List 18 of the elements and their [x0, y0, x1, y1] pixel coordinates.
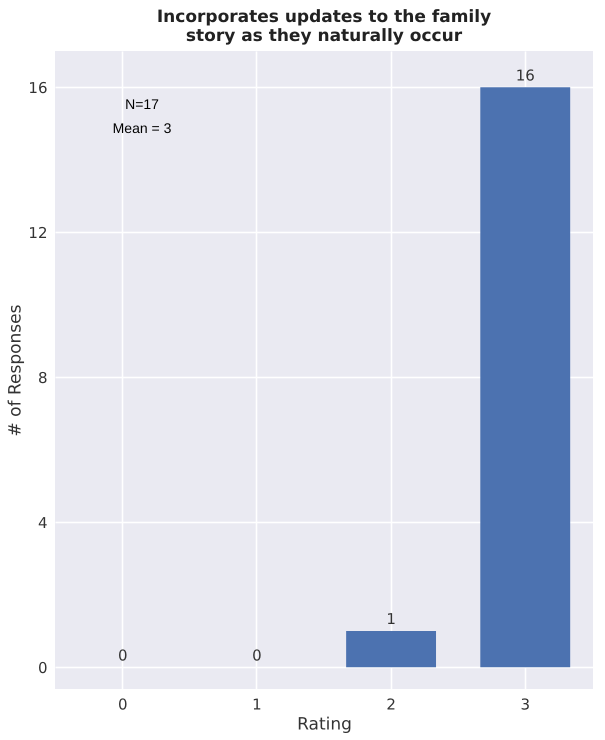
x-axis-title: Rating [297, 714, 352, 734]
x-tick-label: 1 [252, 696, 262, 714]
y-tick-label: 0 [38, 658, 48, 677]
data-label: 0 [252, 646, 262, 664]
y-tick-label: 16 [28, 78, 48, 97]
y-axis-title: # of Responses [5, 304, 26, 436]
data-label: 0 [118, 646, 128, 664]
chart-title: Incorporates updates to the family story as they naturally occur [156, 7, 492, 46]
x-tick-label: 2 [386, 696, 396, 714]
y-tick-label: 8 [38, 368, 48, 387]
y-tick-label: 4 [38, 514, 48, 532]
data-label: 16 [516, 66, 535, 84]
annotation: N=17 [125, 96, 160, 112]
x-tick-label: 0 [118, 696, 128, 714]
y-tick-label: 12 [28, 224, 48, 242]
x-tick-label: 3 [520, 696, 530, 714]
annotation: Mean = 3 [112, 120, 172, 136]
data-label: 1 [386, 610, 396, 628]
